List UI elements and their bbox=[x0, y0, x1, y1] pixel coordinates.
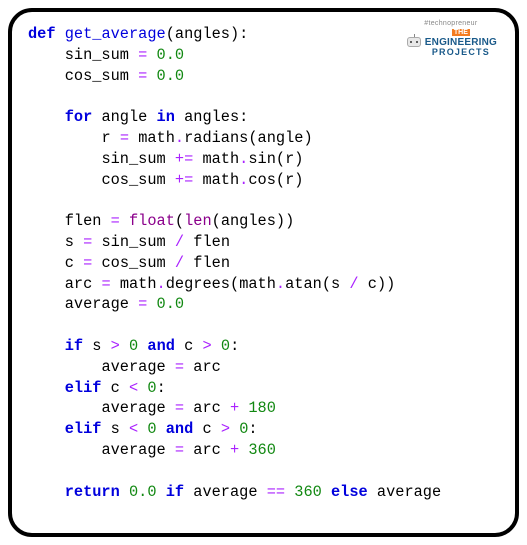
keyword-return: return bbox=[65, 483, 120, 501]
logo-the: THE bbox=[452, 29, 470, 36]
keyword-and: and bbox=[147, 337, 175, 355]
keyword-else: else bbox=[331, 483, 368, 501]
builtin-float: float bbox=[129, 212, 175, 230]
keyword-if: if bbox=[65, 337, 83, 355]
code-card: #technopreneur THE ENGINEERING PROJECTS … bbox=[8, 8, 519, 537]
param-angles: angles bbox=[175, 25, 230, 43]
literal-zero: 0.0 bbox=[157, 46, 185, 64]
keyword-in: in bbox=[157, 108, 175, 126]
literal-180: 180 bbox=[248, 399, 276, 417]
literal-360: 360 bbox=[248, 441, 276, 459]
builtin-len: len bbox=[184, 212, 212, 230]
keyword-for: for bbox=[65, 108, 93, 126]
keyword-elif: elif bbox=[65, 379, 102, 397]
logo-main: THE ENGINEERING PROJECTS bbox=[405, 27, 497, 57]
logo-text: THE ENGINEERING PROJECTS bbox=[425, 27, 497, 57]
logo-tagline: #technopreneur bbox=[405, 20, 497, 27]
logo-projects: PROJECTS bbox=[425, 48, 497, 57]
function-name: get_average bbox=[65, 25, 166, 43]
brand-logo: #technopreneur THE ENGINEERING PROJECTS bbox=[405, 20, 497, 57]
code-block: def get_average(angles): sin_sum = 0.0 c… bbox=[28, 24, 499, 502]
operator-eq: == bbox=[267, 483, 285, 501]
robot-icon bbox=[405, 33, 423, 51]
keyword-def: def bbox=[28, 25, 56, 43]
